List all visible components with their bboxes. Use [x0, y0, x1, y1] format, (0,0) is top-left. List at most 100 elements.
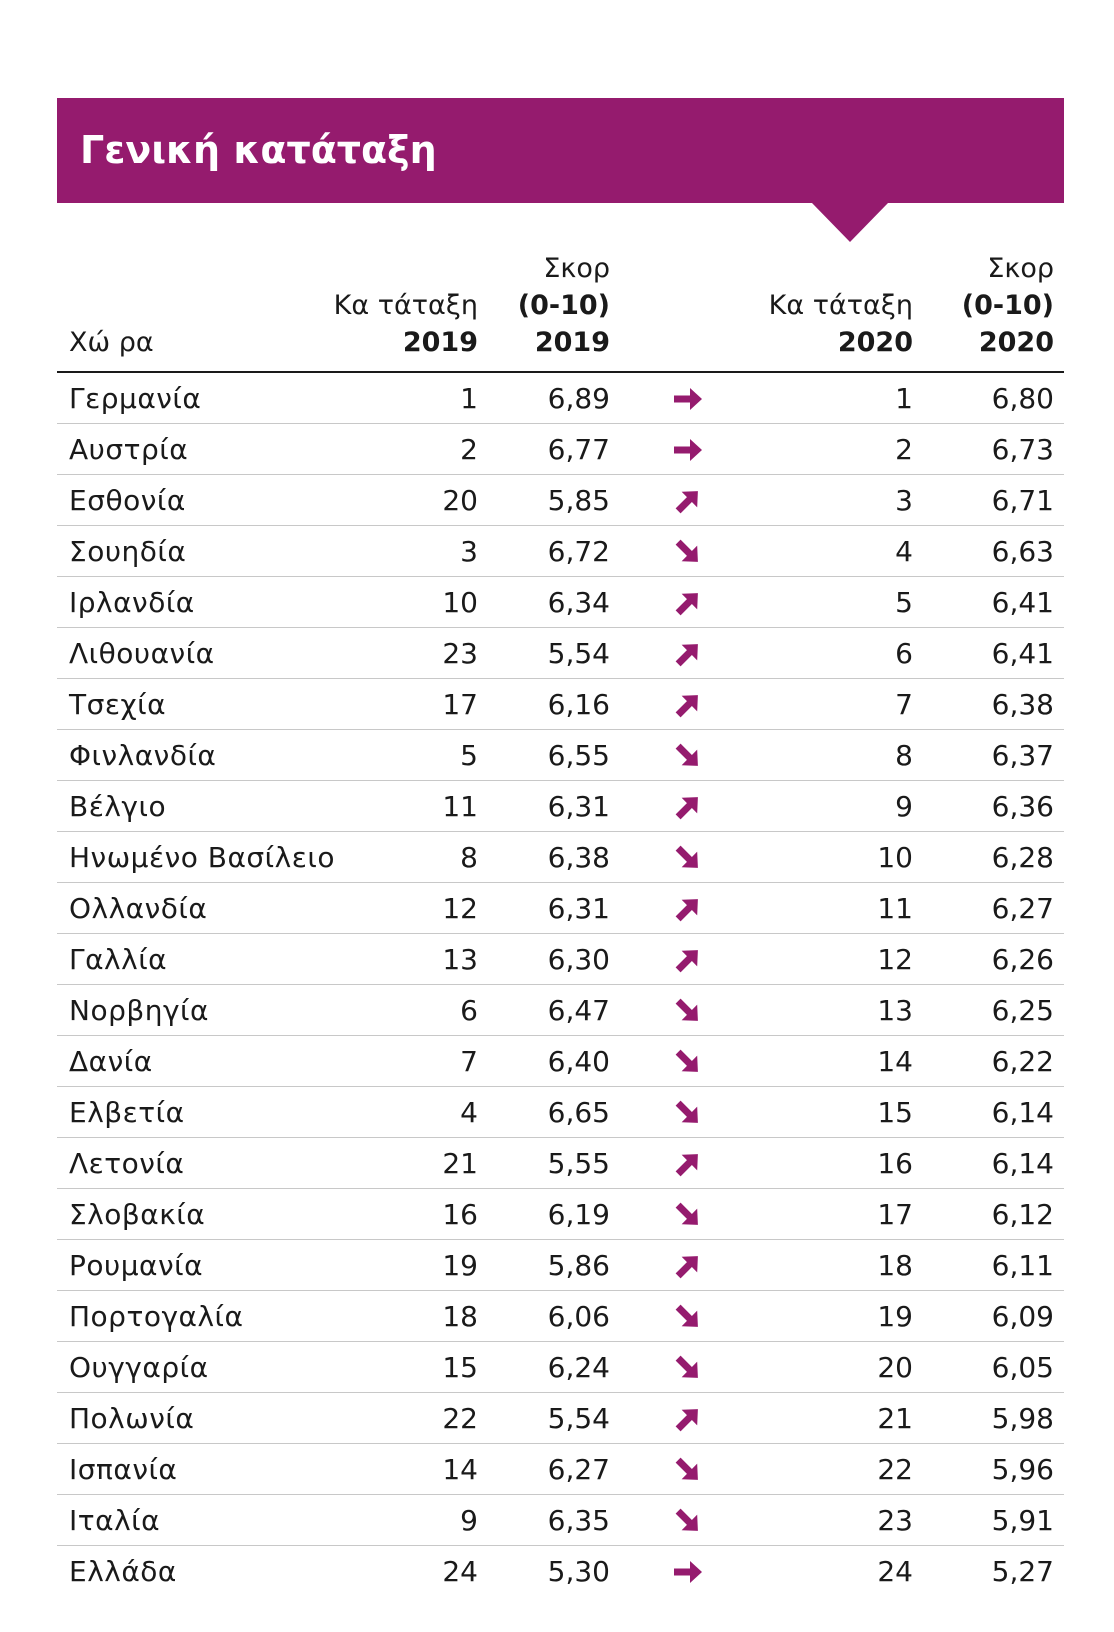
up-right-arrow-icon [671, 688, 705, 722]
rank-2019-cell: 5 [322, 729, 488, 781]
rank-2019-cell: 23 [322, 627, 488, 679]
header-score-2020-range: (0-10) [961, 290, 1054, 321]
up-right-arrow-icon [671, 637, 705, 671]
trend-cell [622, 1188, 754, 1240]
header-rank-2019: Κα τάταξη 2019 [322, 250, 488, 373]
down-right-arrow-icon [671, 1045, 705, 1079]
score-2020-cell: 6,14 [923, 1137, 1064, 1189]
table-row: Ιρλανδία 10 6,34 5 6,41 [57, 576, 1064, 628]
trend-cell [622, 831, 754, 883]
score-2020-cell: 5,98 [923, 1392, 1064, 1444]
rank-2019-cell: 3 [322, 525, 488, 577]
score-2019-cell: 6,06 [488, 1290, 622, 1342]
rank-2020-cell: 23 [754, 1494, 923, 1546]
trend-cell [622, 1494, 754, 1546]
trend-cell [622, 933, 754, 985]
country-cell: Εσθονία [57, 474, 322, 526]
table-row: Ισπανία 14 6,27 22 5,96 [57, 1443, 1064, 1495]
score-2019-cell: 5,55 [488, 1137, 622, 1189]
score-2019-cell: 6,24 [488, 1341, 622, 1393]
rank-2019-cell: 19 [322, 1239, 488, 1291]
country-cell: Ελβετία [57, 1086, 322, 1138]
score-2019-cell: 6,27 [488, 1443, 622, 1495]
rank-2020-cell: 21 [754, 1392, 923, 1444]
header-rank-2019-year: 2019 [402, 327, 478, 358]
trend-cell [622, 423, 754, 475]
country-cell: Ολλανδία [57, 882, 322, 934]
table-row: Ολλανδία 12 6,31 11 6,27 [57, 882, 1064, 934]
score-2019-cell: 6,30 [488, 933, 622, 985]
score-2020-cell: 6,12 [923, 1188, 1064, 1240]
score-2019-cell: 6,40 [488, 1035, 622, 1087]
rank-2019-cell: 14 [322, 1443, 488, 1495]
rank-2020-cell: 10 [754, 831, 923, 883]
score-2019-cell: 6,31 [488, 882, 622, 934]
trend-cell [622, 780, 754, 832]
rank-2020-cell: 5 [754, 576, 923, 628]
down-right-arrow-icon [671, 739, 705, 773]
score-2020-cell: 6,27 [923, 882, 1064, 934]
trend-cell [622, 576, 754, 628]
rank-2020-cell: 7 [754, 678, 923, 730]
page-title: Γενική κατάταξη [80, 128, 437, 172]
ranking-table-container: Χώ ρα Κα τάταξη 2019 Σκορ (0-10) 2019 Κα… [57, 250, 1064, 1596]
header-rank-2020-label: Κα τάταξη [768, 290, 913, 321]
header-score-2020: Σκορ (0-10) 2020 [923, 250, 1064, 373]
score-2019-cell: 6,77 [488, 423, 622, 475]
up-right-arrow-icon [671, 943, 705, 977]
score-2020-cell: 6,22 [923, 1035, 1064, 1087]
table-row: Σλοβακία 16 6,19 17 6,12 [57, 1188, 1064, 1240]
up-right-arrow-icon [671, 892, 705, 926]
score-2020-cell: 6,26 [923, 933, 1064, 985]
header-country: Χώ ρα [57, 250, 322, 373]
header-score-2020-year: 2020 [978, 327, 1054, 358]
ranking-table: Χώ ρα Κα τάταξη 2019 Σκορ (0-10) 2019 Κα… [57, 250, 1064, 1596]
table-row: Εσθονία 20 5,85 3 6,71 [57, 474, 1064, 526]
table-row: Σουηδία 3 6,72 4 6,63 [57, 525, 1064, 577]
table-row: Φινλανδία 5 6,55 8 6,37 [57, 729, 1064, 781]
score-2019-cell: 6,65 [488, 1086, 622, 1138]
right-arrow-icon [671, 433, 705, 467]
table-row: Λετονία 21 5,55 16 6,14 [57, 1137, 1064, 1189]
country-cell: Αυστρία [57, 423, 322, 475]
down-right-arrow-icon [671, 1300, 705, 1334]
rank-2019-cell: 18 [322, 1290, 488, 1342]
table-row: Ιταλία 9 6,35 23 5,91 [57, 1494, 1064, 1546]
header-rank-2019-label: Κα τάταξη [333, 290, 478, 321]
score-2019-cell: 6,19 [488, 1188, 622, 1240]
country-cell: Τσεχία [57, 678, 322, 730]
up-right-arrow-icon [671, 1147, 705, 1181]
rank-2020-cell: 24 [877, 1554, 913, 1588]
up-right-arrow-icon [671, 790, 705, 824]
rank-2019-cell: 24 [442, 1554, 478, 1588]
rank-2020-cell: 12 [754, 933, 923, 985]
score-2019-cell: 6,47 [488, 984, 622, 1036]
rank-2020-cell: 16 [754, 1137, 923, 1189]
score-2020-cell: 6,28 [923, 831, 1064, 883]
score-2019-cell: 6,31 [488, 780, 622, 832]
trend-cell [622, 1546, 754, 1597]
table-body: Γερμανία 1 6,89 1 6,80 Αυστρία 2 6,77 2 6,73 Εσθον… [57, 372, 1064, 1596]
down-right-arrow-icon [671, 1198, 705, 1232]
header-score-2019-label: Σκορ [543, 253, 610, 284]
country-cell: Πορτογαλία [57, 1290, 322, 1342]
score-2019-cell: 6,55 [488, 729, 622, 781]
score-2020-cell: 6,09 [923, 1290, 1064, 1342]
header-row: Χώ ρα Κα τάταξη 2019 Σκορ (0-10) 2019 Κα… [57, 250, 1064, 373]
country-cell: Λιθουανία [57, 627, 322, 679]
score-2020-cell: 6,14 [923, 1086, 1064, 1138]
table-row: Αυστρία 2 6,77 2 6,73 [57, 423, 1064, 475]
up-right-arrow-icon [671, 1402, 705, 1436]
table-row: Βέλγιο 11 6,31 9 6,36 [57, 780, 1064, 832]
rank-2019-cell: 20 [322, 474, 488, 526]
score-2020-cell: 5,27 [991, 1554, 1054, 1588]
score-2020-cell: 6,25 [923, 984, 1064, 1036]
trend-cell [622, 882, 754, 934]
header-country-label: Χώ ρα [69, 327, 154, 358]
rank-2020-cell: 8 [754, 729, 923, 781]
trend-cell [622, 1290, 754, 1342]
table-row: Πολωνία 22 5,54 21 5,98 [57, 1392, 1064, 1444]
trend-cell [622, 1443, 754, 1495]
country-cell: Ιρλανδία [57, 576, 322, 628]
country-cell: Βέλγιο [57, 780, 322, 832]
